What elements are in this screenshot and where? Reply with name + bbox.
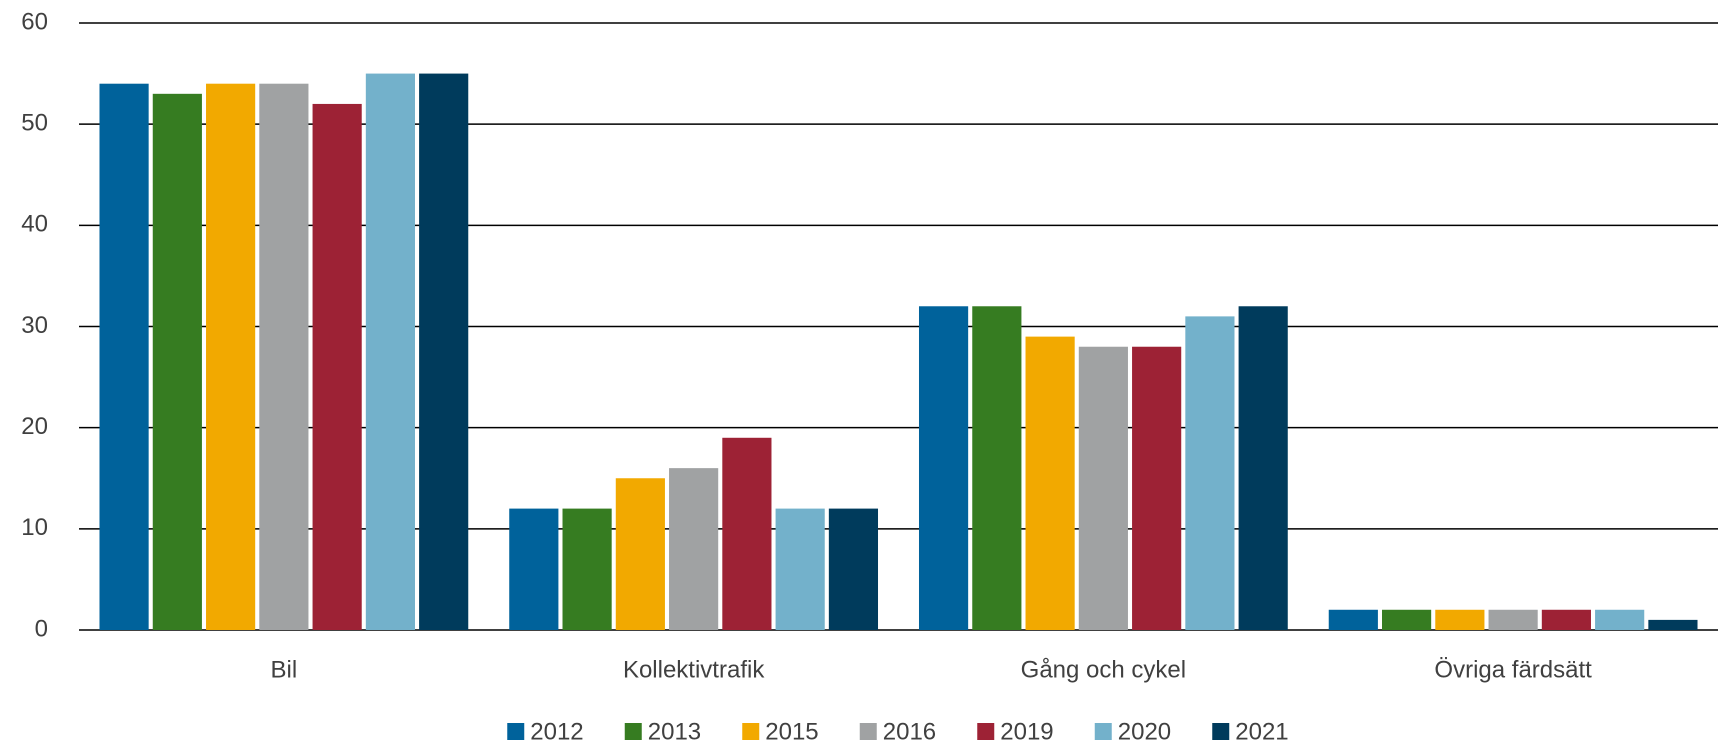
legend-swatch: [507, 723, 525, 740]
bar: [1488, 609, 1538, 630]
legend-swatch: [977, 723, 995, 740]
bar: [918, 306, 969, 630]
bar: [312, 103, 362, 630]
bar: [1595, 609, 1645, 630]
legend-swatch: [859, 723, 877, 740]
bar: [1078, 346, 1128, 630]
bar: [972, 306, 1022, 630]
bar: [722, 437, 772, 630]
x-tick-label: Bil: [271, 656, 298, 683]
y-tick-label: 0: [35, 615, 48, 642]
x-tick-label: Gång och cykel: [1021, 656, 1186, 683]
legend-label: 2020: [1118, 718, 1171, 745]
bar: [828, 508, 879, 630]
bar: [1238, 306, 1288, 630]
bar: [99, 83, 149, 630]
bar: [1132, 346, 1182, 630]
bar: [365, 73, 415, 631]
bar: [1648, 619, 1698, 630]
bar: [1185, 316, 1235, 630]
y-tick-label: 20: [21, 413, 48, 440]
legend-label: 2021: [1235, 718, 1288, 745]
y-tick-label: 40: [21, 211, 48, 238]
legend-swatch: [624, 723, 642, 740]
bar: [1328, 609, 1378, 630]
y-tick-label: 30: [21, 312, 48, 339]
bar: [1025, 336, 1075, 630]
legend-label: 2019: [1000, 718, 1053, 745]
legend-swatch: [742, 723, 760, 740]
bar: [615, 478, 665, 630]
x-tick-label: Övriga färdsätt: [1434, 656, 1592, 683]
bar: [206, 83, 256, 630]
legend-swatch: [1094, 723, 1112, 740]
legend-swatch: [1212, 723, 1230, 740]
y-tick-label: 10: [21, 514, 48, 541]
bar: [775, 508, 825, 630]
legend-label: 2016: [883, 718, 936, 745]
bar: [1382, 609, 1432, 630]
legend-label: 2015: [765, 718, 818, 745]
y-tick-label: 50: [21, 110, 48, 137]
y-tick-label: 60: [21, 8, 48, 35]
bar: [152, 93, 202, 631]
bar: [669, 468, 719, 630]
bar: [1435, 609, 1485, 630]
bar: [1541, 609, 1591, 630]
x-tick-label: Kollektivtrafik: [623, 656, 765, 683]
bar: [259, 83, 309, 630]
legend-label: 2012: [530, 718, 583, 745]
legend-label: 2013: [648, 718, 701, 745]
bar: [419, 73, 469, 631]
bar: [562, 508, 612, 630]
bar: [509, 508, 559, 630]
